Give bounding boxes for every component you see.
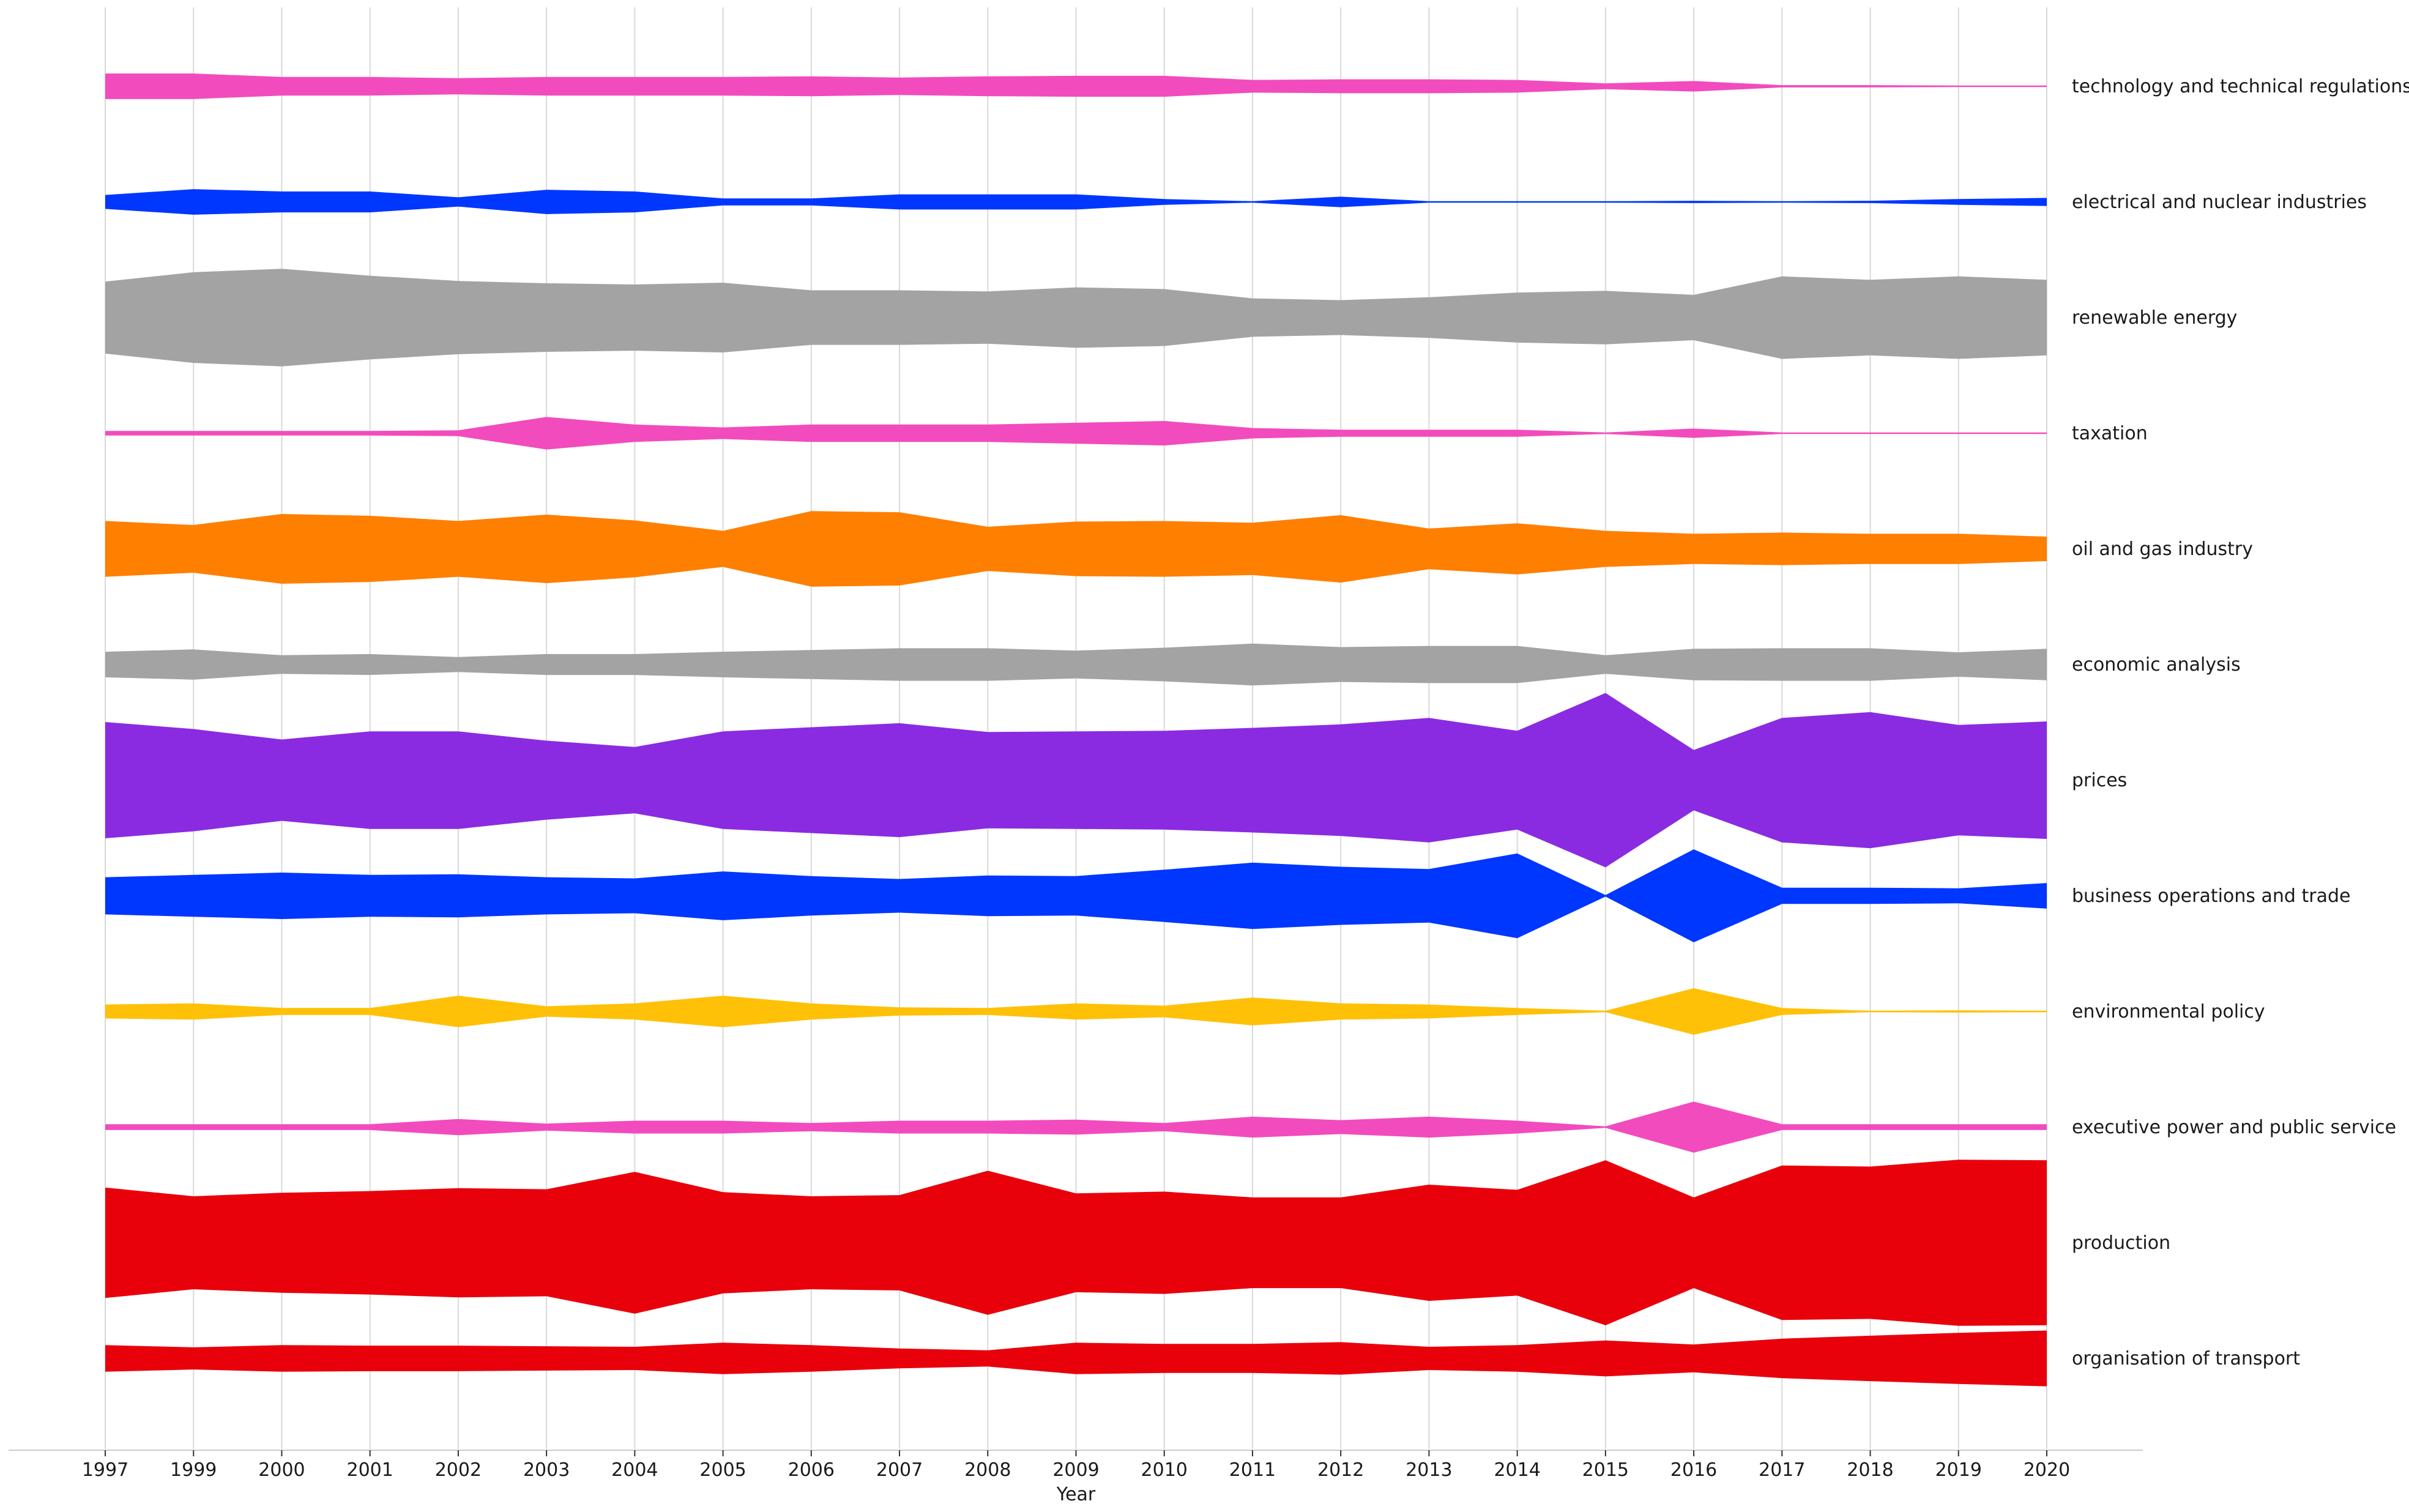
label-taxation: taxation	[2072, 423, 2148, 444]
tick-label-2002: 2002	[435, 1459, 482, 1481]
label-business-operations-and-trade: business operations and trade	[2072, 885, 2350, 907]
band-production	[105, 1160, 2047, 1326]
label-economic-analysis: economic analysis	[2072, 654, 2241, 676]
band-organisation-of-transport	[105, 1330, 2047, 1387]
band-economic-analysis	[105, 643, 2047, 686]
band-oil-and-gas-industry	[105, 511, 2047, 587]
tick-label-2006: 2006	[788, 1459, 835, 1481]
tick-label-2004: 2004	[611, 1459, 658, 1481]
band-business-operations-and-trade	[105, 849, 2047, 942]
label-environmental-policy: environmental policy	[2072, 1001, 2265, 1022]
tick-label-2001: 2001	[347, 1459, 393, 1481]
label-oil-and-gas-industry: oil and gas industry	[2072, 538, 2253, 560]
label-executive-power-and-public-service: executive power and public service	[2072, 1117, 2396, 1138]
tick-label-2014: 2014	[1494, 1459, 1540, 1481]
x-axis-ticks: 1997 1999 2000 2001 2002 2003 2004 2005 2006 2007…	[82, 1450, 2070, 1481]
band-electrical-and-nuclear-industries	[105, 189, 2047, 215]
tick-label-2011: 2011	[1229, 1459, 1276, 1481]
band-technology-and-technical-regulations	[105, 73, 2047, 99]
topic-labels: technology and technical regulations elec…	[2072, 76, 2409, 1369]
tick-label-2008: 2008	[964, 1459, 1011, 1481]
topic-bands	[105, 73, 2047, 1387]
tick-label-2010: 2010	[1141, 1459, 1188, 1481]
band-environmental-policy	[105, 988, 2047, 1035]
tick-label-2000: 2000	[258, 1459, 305, 1481]
x-axis-title: Year	[1056, 1484, 1096, 1505]
label-prices: prices	[2072, 770, 2127, 791]
label-technology-and-technical-regulations: technology and technical regulations	[2072, 76, 2409, 97]
tick-label-1999: 1999	[170, 1459, 217, 1481]
tick-label-2019: 2019	[1935, 1459, 1982, 1481]
band-taxation	[105, 417, 2047, 450]
tick-label-2016: 2016	[1670, 1459, 1717, 1481]
band-prices	[105, 693, 2047, 868]
tick-label-2009: 2009	[1052, 1459, 1099, 1481]
tick-label-2012: 2012	[1317, 1459, 1364, 1481]
label-production: production	[2072, 1232, 2170, 1254]
tick-label-2003: 2003	[523, 1459, 570, 1481]
label-organisation-of-transport: organisation of transport	[2072, 1348, 2300, 1369]
band-renewable-energy	[105, 269, 2047, 367]
band-executive-power-and-public-service	[105, 1101, 2047, 1153]
tick-label-2007: 2007	[876, 1459, 923, 1481]
tick-label-2005: 2005	[699, 1459, 746, 1481]
label-renewable-energy: renewable energy	[2072, 307, 2237, 329]
label-electrical-and-nuclear-industries: electrical and nuclear industries	[2072, 192, 2367, 213]
tick-label-2018: 2018	[1847, 1459, 1893, 1481]
tick-label-2020: 2020	[2024, 1459, 2070, 1481]
tick-label-1997: 1997	[82, 1459, 128, 1481]
tick-label-2015: 2015	[1582, 1459, 1629, 1481]
tick-label-2013: 2013	[1406, 1459, 1452, 1481]
tick-label-2017: 2017	[1759, 1459, 1805, 1481]
